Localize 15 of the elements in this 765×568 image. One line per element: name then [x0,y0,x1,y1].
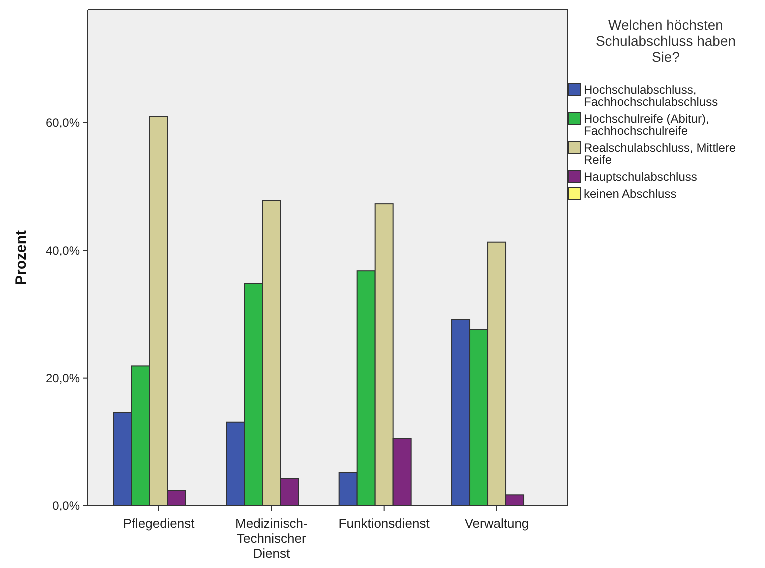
x-tick-label: Medizinisch-Technischer Dienst [236,516,308,561]
y-tick-label: 0,0% [52,499,80,514]
y-tick-label: 40,0% [46,244,80,258]
y-tick-label: 60,0% [46,116,80,130]
legend-label: Hauptschulabschluss [584,170,698,184]
legend-label: Hochschulabschluss, Fachhochschulabschluss [584,83,718,109]
legend-label: Realschulabschluss, Mittlere Reife [584,141,736,167]
y-tick-label: 20,0% [46,372,80,386]
x-tick-label: Funktionsdienst [338,516,430,531]
x-tick-label: Pflegedienst [123,516,196,531]
y-axis-title: Prozent [13,230,30,286]
x-tick-label: Verwaltung [464,516,530,531]
legend-title: Welchen höchsten Schulabschluss haben Sie? [596,17,736,65]
legend-label: keinen Abschluss [584,187,677,201]
legend-label: Hochschulreife (Abitur), Fachhochschulreife [584,112,710,138]
